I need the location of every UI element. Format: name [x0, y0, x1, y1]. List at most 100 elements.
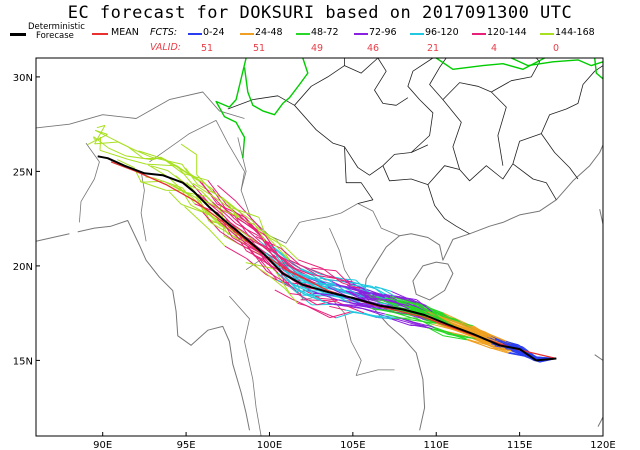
province-boundary [382, 165, 470, 235]
lon-tick-label: 100E [257, 440, 282, 450]
ensemble-track-segment [261, 237, 275, 259]
ensemble-track-segment [243, 235, 276, 254]
ensemble-track-segment [350, 284, 382, 289]
ensemble-track-segment [341, 282, 361, 290]
coastline-india [35, 233, 70, 242]
ensemble-track-segment [93, 136, 109, 149]
ensemble-track-segment [217, 185, 237, 202]
ensemble-track-segment [299, 274, 335, 285]
ensemble-track-segment [219, 205, 222, 217]
ensemble-track-segment [177, 166, 194, 186]
legend-bin-5-line [472, 33, 486, 35]
ensemble-track-segment [453, 329, 483, 340]
ensemble-track-segment [298, 294, 318, 306]
ensemble-track-segment [438, 311, 458, 323]
coastline-vietnam [364, 235, 426, 431]
ensemble-track-segment [146, 163, 178, 167]
province-boundary [540, 133, 579, 180]
coastline-hainan [412, 261, 454, 301]
ensemble-track-segment [199, 197, 222, 210]
ensemble-track-segment [108, 147, 127, 157]
ensemble-track-segment [335, 290, 362, 298]
legend-valid-3: 46 [366, 43, 380, 54]
legend-bin-3-line [354, 33, 368, 35]
ensemble-track-segment [283, 270, 311, 284]
ensemble-track-segment [453, 321, 488, 336]
ensemble-track-segment [301, 290, 330, 305]
ensemble-track-segment [258, 217, 266, 235]
ensemble-track-segment [340, 285, 365, 298]
ensemble-track-segment [345, 309, 374, 317]
ensemble-track-segment [212, 201, 237, 224]
ensemble-track-segment [284, 288, 298, 304]
legend-bin-6-line [540, 33, 554, 35]
ensemble-track-segment [239, 216, 267, 237]
ensemble-track-segment [409, 308, 432, 317]
ensemble-track-segment [335, 284, 363, 292]
ensemble-track-segment [288, 259, 301, 266]
ensemble-track-segment [370, 307, 401, 315]
legend-bin-2-line [296, 33, 310, 35]
ensemble-track-segment [287, 264, 311, 275]
ensemble-track-segment [335, 311, 356, 319]
ensemble-track-segment [235, 200, 260, 228]
ensemble-track-segment [384, 297, 413, 305]
ensemble-track-segment [266, 270, 290, 286]
ensemble-track-segment [260, 241, 281, 259]
province-boundary [294, 105, 429, 176]
ensemble-track-segment [443, 312, 469, 325]
map-layer [35, 57, 604, 437]
ensemble-track-segment [212, 189, 227, 211]
ensemble-track-segment [389, 295, 415, 304]
border-bangladesh-west [79, 142, 100, 223]
lat-tick-label: 15N [13, 356, 33, 367]
ensemble-track-segment [348, 301, 379, 309]
legend-valid-1: 51 [252, 43, 266, 54]
ensemble-track-segment [362, 308, 393, 319]
ensemble-track-segment [147, 164, 169, 178]
ensemble-track-segment [154, 177, 183, 189]
legend-mean-line [92, 33, 108, 35]
ensemble-track-segment [389, 299, 410, 310]
border-vietnam-china [307, 203, 400, 237]
ensemble-track-segment [116, 159, 135, 168]
ensemble-track-segment [427, 327, 444, 337]
province-boundary [227, 57, 379, 110]
lon-tick-label: 110E [424, 440, 449, 450]
lon-tick-label: 105E [340, 440, 365, 450]
ensemble-track-segment [311, 303, 334, 306]
ensemble-track-segment [394, 295, 417, 301]
ensemble-track-segment [307, 289, 338, 301]
province-boundary [407, 57, 434, 153]
lon-tick-label: 90E [93, 440, 112, 450]
ensemble-track-segment [352, 281, 378, 290]
ensemble-track-segment [293, 284, 314, 294]
ensemble-track-segment [322, 268, 343, 284]
province-boundary [374, 57, 409, 106]
ensemble-track-segment [316, 299, 340, 306]
lat-tick-label: 25N [13, 167, 33, 178]
ensemble-track-segment [471, 337, 493, 348]
map-frame [35, 57, 604, 437]
lon-tick-label: 115E [507, 440, 532, 450]
legend-bin-1-label: 24-48 [255, 27, 283, 38]
ensemble-track-segment [182, 181, 202, 192]
coastline-bay-of-bengal [77, 220, 250, 431]
legend-bin-5-label: 120-144 [487, 27, 527, 38]
ensemble-track-segment [300, 299, 326, 301]
ensemble-track-segment [273, 268, 291, 294]
ensemble-track-segment [216, 218, 238, 238]
legend-fcts-label: FCTS: [150, 27, 178, 38]
ensemble-track-segment [349, 281, 372, 287]
legend: Deterministic Forecase MEAN FCTS: 0-24 2… [0, 22, 640, 58]
border-thai-myanmar [229, 295, 262, 437]
border-china-ne-green [594, 57, 604, 80]
ensemble-track-segment [94, 141, 119, 145]
ensemble-track-segment [189, 194, 195, 200]
ensemble-track-segment [150, 165, 168, 172]
ensemble-track-segment [234, 208, 253, 222]
ensemble-track-segment [280, 247, 301, 266]
lat-tick-label: 30N [13, 73, 33, 84]
ensemble-track-segment [220, 208, 240, 218]
